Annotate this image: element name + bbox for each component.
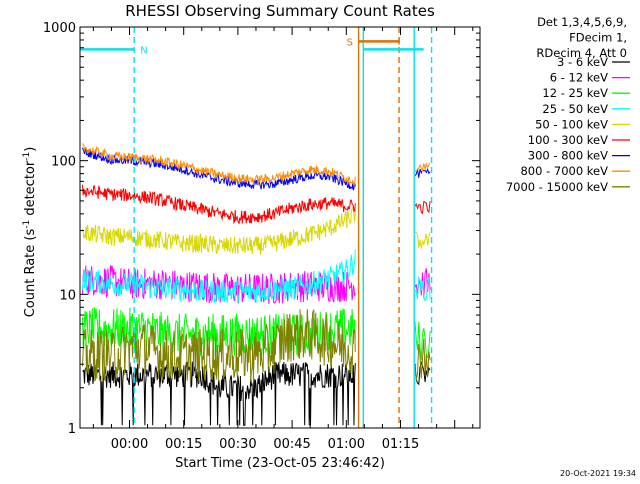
x-axis-label: Start Time (23-Oct-05 23:46:42) <box>175 456 385 471</box>
y-label-sup1: -1 <box>22 220 32 229</box>
series-post-gap-4 <box>414 231 431 249</box>
y-tick-label-3: 1000 <box>43 21 76 36</box>
interval-label-0: N <box>140 45 147 56</box>
legend-header-2: RDecim 4, Att 0 <box>536 46 627 60</box>
chart-title: RHESSI Observing Summary Count Rates <box>125 2 435 20</box>
plot-frame <box>79 26 481 429</box>
legend-label-0: 3 - 6 keV <box>557 55 608 69</box>
y-tick-label-1: 10 <box>59 288 76 303</box>
legend-label-3: 25 - 50 keV <box>542 102 608 116</box>
x-tick-label-3: 00:45 <box>273 437 310 452</box>
x-tick-label-2: 00:30 <box>219 437 256 452</box>
y-label-sup2: -1 <box>22 152 32 161</box>
legend-label-4: 50 - 100 keV <box>535 117 608 131</box>
legend-label-8: 7000 - 15000 keV <box>506 180 608 194</box>
plot-area: NS <box>80 27 433 428</box>
series-post-gap-3 <box>414 275 431 302</box>
series-line-6 <box>82 146 356 191</box>
timestamp: 20-Oct-2021 19:34 <box>560 469 636 478</box>
legend-header-1: FDecim 1, <box>569 31 627 45</box>
series-line-8 <box>82 309 356 382</box>
legend-label-7: 800 - 7000 keV <box>520 164 608 178</box>
legend-label-2: 12 - 25 keV <box>542 86 608 100</box>
axes: 1 10 100 1000 00:00 00:15 00:30 00:45 01:00 01:15 <box>43 21 481 452</box>
legend: Det 1,3,4,5,6,9, FDecim 1,RDecim 4, Att 0… <box>506 15 630 194</box>
legend-header-0: Det 1,3,4,5,6,9, <box>537 15 627 29</box>
series-line-0 <box>82 361 356 426</box>
series-3 <box>82 249 431 304</box>
legend-label-6: 300 - 800 keV <box>528 149 608 163</box>
y-label-part2: detector <box>23 160 38 220</box>
series-post-gap-5 <box>414 200 431 215</box>
series-8 <box>82 309 431 382</box>
series-line-4 <box>82 206 356 255</box>
series-post-gap-8 <box>414 338 431 381</box>
series-line-3 <box>82 249 356 304</box>
interval-label-2: S <box>347 37 353 48</box>
x-tick-label-4: 01:00 <box>328 437 365 452</box>
series-4 <box>82 206 431 255</box>
series-post-gap-2 <box>414 321 431 361</box>
series-line-7 <box>82 143 356 188</box>
legend-label-1: 6 - 12 keV <box>550 71 608 85</box>
y-tick-label-0: 1 <box>68 422 76 437</box>
series-line-5 <box>82 184 356 225</box>
y-axis-label: Count Rate (s-1 detector-1) <box>22 147 38 318</box>
x-tick-label-1: 00:15 <box>165 437 202 452</box>
x-tick-label-5: 01:15 <box>382 437 419 452</box>
y-label-part1: Count Rate (s <box>23 229 38 318</box>
series-post-gap-7 <box>414 162 431 173</box>
y-tick-label-2: 100 <box>51 155 76 170</box>
series-5 <box>82 184 431 225</box>
x-tick-label-0: 00:00 <box>111 437 148 452</box>
legend-label-5: 100 - 300 keV <box>528 133 608 147</box>
y-label-part3: ) <box>23 147 38 152</box>
series-7 <box>82 143 431 188</box>
